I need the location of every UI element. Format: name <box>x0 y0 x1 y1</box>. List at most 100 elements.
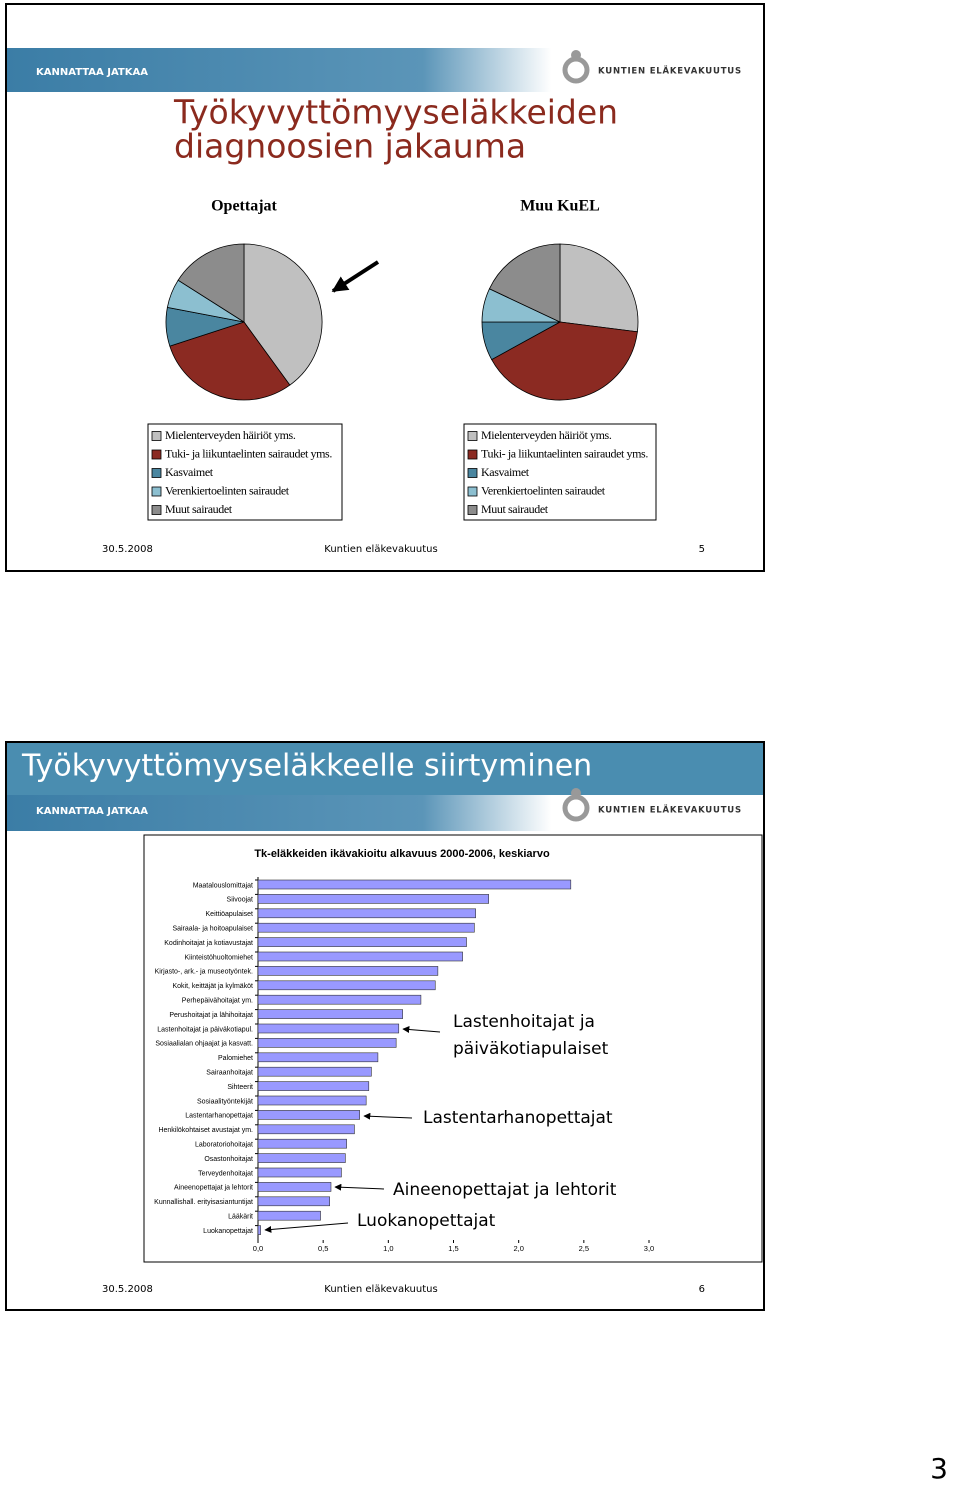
y-tick-label: Kokit, keittäjät ja kylmäköt <box>172 983 253 990</box>
footer-date: 30.5.2008 <box>102 544 153 555</box>
legend-label: Muut sairaudet <box>165 502 233 516</box>
legend-swatch <box>151 449 162 460</box>
y-tick-label: Perhepäivähoitajat ym. <box>182 998 253 1005</box>
bar <box>257 1009 403 1019</box>
bar <box>257 1081 370 1091</box>
legend-swatch <box>467 431 478 441</box>
bar <box>257 1052 379 1063</box>
bar <box>257 994 422 1005</box>
y-tick-label: Kiinteistöhuoltomiehet <box>185 954 254 961</box>
pie-slice <box>169 321 291 401</box>
y-tick-label: Kunnallishall. erityisasiantuntijat <box>154 1199 253 1206</box>
pie-slice <box>243 243 323 386</box>
y-tick-label: Osastonhoitajat <box>204 1156 253 1163</box>
chart-title: Tk-eläkkeiden ikävakioitu alkavuus 2000-… <box>254 848 550 860</box>
bar <box>257 1138 347 1149</box>
y-tick-label: Kirjasto-, ark.- ja museotyöntek. <box>155 969 253 976</box>
legend-label: Muut sairaudet <box>481 502 549 516</box>
slide-title: diagnoosien jakauma <box>174 127 526 166</box>
slide-title: Työkyvyttömyyseläkkeiden <box>173 93 618 132</box>
header-band <box>7 48 763 92</box>
x-tick-label: 1,0 <box>383 1244 393 1253</box>
legend-label: Kasvaimet <box>165 465 214 479</box>
legend-box <box>147 423 343 521</box>
footer-org: Kuntien eläkevakuutus <box>324 1284 437 1295</box>
y-tick-label: Terveydenhoitajat <box>198 1170 253 1177</box>
bar <box>257 908 476 919</box>
brand: KANNATTAA JATKAA <box>36 67 148 78</box>
x-tick-label: 2,0 <box>513 1244 523 1253</box>
y-tick-label: Sihteerit <box>227 1084 253 1091</box>
brand: KANNATTAA JATKAA <box>36 806 148 817</box>
page-number: 3 <box>930 1452 948 1485</box>
pointer-arrow <box>331 260 380 293</box>
logo-text: KUNTIEN ELÄKEVAKUUTUS <box>598 66 742 77</box>
y-tick-label: Luokanopettajat <box>203 1228 253 1235</box>
pie-slice <box>491 321 638 401</box>
bar <box>257 1124 355 1135</box>
chart-box <box>143 834 763 1263</box>
y-tick-label: Aineenopettajat ja lehtorit <box>174 1185 253 1192</box>
bar <box>257 1038 397 1048</box>
y-tick-label: Henkilökohtaiset avustajat ym. <box>158 1127 253 1134</box>
annotation: päiväkotiapulaiset <box>453 1039 609 1059</box>
x-tick-label: 1,5 <box>448 1244 458 1253</box>
legend-label: Mielenterveyden häiriöt yms. <box>165 428 296 442</box>
legend-label: Tuki- ja liikuntaelinten sairaudet yms. <box>165 446 332 460</box>
y-tick-label: Sosiaalialan ohjaajat ja kasvatt. <box>155 1041 253 1048</box>
bar <box>257 1225 261 1235</box>
legend-swatch <box>467 505 478 515</box>
bar <box>257 1110 360 1120</box>
annotation-arrow <box>334 1183 385 1191</box>
annotation: Lastenhoitajat ja <box>453 1012 595 1032</box>
y-tick-label: Laboratoriohoitajat <box>195 1142 253 1149</box>
annotation: Luokanopettajat <box>357 1211 496 1231</box>
x-tick-label: 3,0 <box>644 1244 654 1253</box>
title-band <box>7 743 763 795</box>
footer-date: 30.5.2008 <box>102 1284 153 1295</box>
bar <box>257 894 489 904</box>
legend-swatch <box>151 505 162 515</box>
pie-slice <box>559 243 639 333</box>
bar <box>257 1182 332 1192</box>
x-tick-label: 0,5 <box>318 1244 328 1253</box>
legend-swatch <box>467 449 478 460</box>
bar <box>257 1153 346 1163</box>
footer-page: 6 <box>699 1284 705 1295</box>
footer-org: Kuntien eläkevakuutus <box>324 544 437 555</box>
logo-icon <box>562 50 590 84</box>
bar <box>257 1210 321 1221</box>
pie-slice <box>177 243 245 323</box>
legend-box <box>463 423 657 521</box>
footer-page: 5 <box>699 544 705 555</box>
slide-title: Työkyvyttömyyseläkkeelle siirtyminen <box>21 749 592 784</box>
bar <box>257 1023 400 1034</box>
annotation-arrow <box>363 1112 413 1120</box>
bar <box>257 922 475 933</box>
legend-swatch <box>151 431 162 441</box>
x-tick-label: 0,0 <box>253 1244 263 1253</box>
logo-icon <box>562 788 590 822</box>
chart-title: Muu KuEL <box>520 198 600 215</box>
y-tick-label: Sairaanhoitajat <box>206 1070 253 1077</box>
legend-swatch <box>467 486 478 497</box>
x-tick-label: 2,5 <box>579 1244 589 1253</box>
bar <box>257 1066 372 1077</box>
bar <box>257 980 436 991</box>
bar <box>257 966 439 976</box>
legend-label: Verenkiertoelinten sairaudet <box>481 483 606 497</box>
y-tick-label: Lastentarhanopettajat <box>185 1113 253 1120</box>
legend-label: Verenkiertoelinten sairaudet <box>165 483 290 497</box>
legend-swatch <box>467 468 478 478</box>
pie-slice <box>488 243 561 323</box>
header-band <box>7 795 763 831</box>
y-tick-label: Siivoojat <box>227 897 254 904</box>
bar <box>257 1095 367 1106</box>
y-tick-label: Perushoitajat ja lähihoitajat <box>169 1012 253 1019</box>
bar <box>257 951 463 962</box>
legend-swatch <box>151 486 162 497</box>
y-tick-label: Sairaala- ja hoitoapulaiset <box>172 926 253 933</box>
